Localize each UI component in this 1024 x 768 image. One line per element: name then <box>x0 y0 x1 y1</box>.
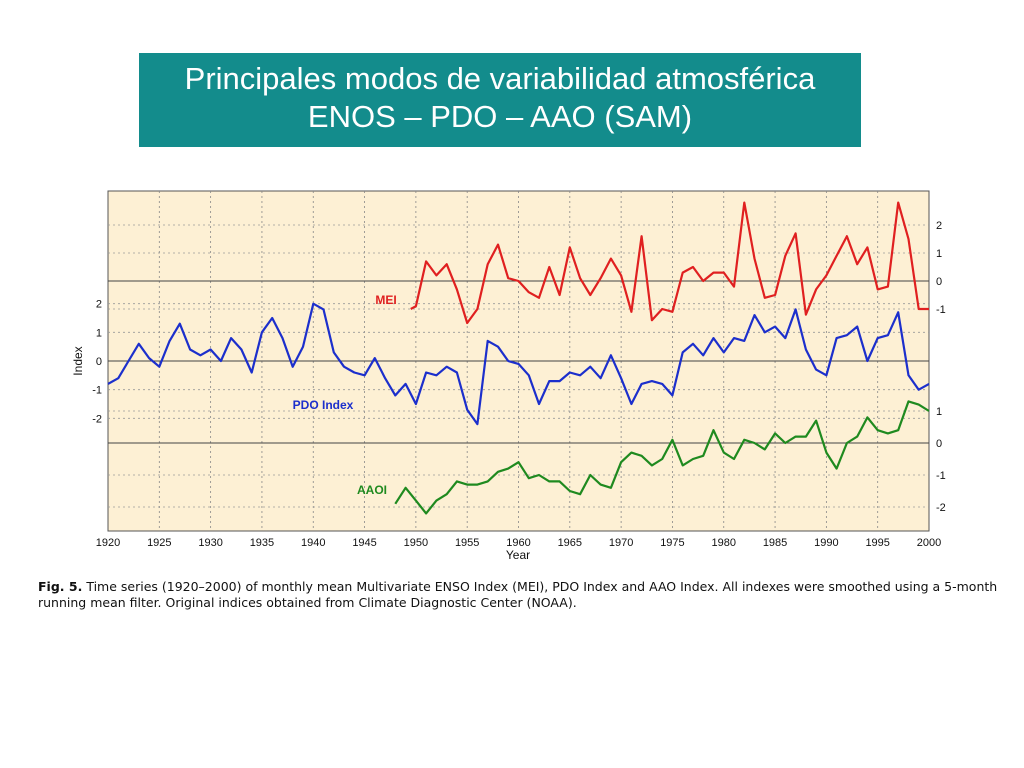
x-tick-label: 1965 <box>558 537 582 549</box>
x-tick-label: 2000 <box>917 537 941 549</box>
x-tick-label: 1960 <box>506 537 530 549</box>
x-tick-label: 1985 <box>763 537 787 549</box>
x-tick-label: 1975 <box>660 537 684 549</box>
x-tick-label: 1990 <box>814 537 838 549</box>
y-tick-label: 2 <box>96 299 102 311</box>
series-line-aaoi <box>394 400 930 515</box>
series-label-pdo-index: PDO Index <box>293 398 354 412</box>
series-lines <box>107 201 930 515</box>
x-tick-label: 1940 <box>301 537 325 549</box>
chart-svg: 1920 1925 1930 1935 1940 1945 1950 1955 1960 1965… <box>71 190 946 562</box>
y-tick-label: 1 <box>936 248 942 260</box>
x-tick-label: 1945 <box>352 537 376 549</box>
x-tick-label: 1925 <box>147 537 171 549</box>
y-tick-label: -1 <box>936 304 946 316</box>
caption-text: Time series (1920–2000) of monthly mean … <box>38 579 998 610</box>
x-tick-label: 1995 <box>865 537 889 549</box>
figure-caption: Fig. 5. Time series (1920–2000) of month… <box>38 579 998 611</box>
y-tick-label: 0 <box>96 356 102 368</box>
y-tick-label: -2 <box>936 502 946 514</box>
caption-label: Fig. 5. <box>38 579 83 594</box>
y-tick-label: -2 <box>92 413 102 425</box>
y-tick-label: 0 <box>936 438 942 450</box>
slide-title-line-2: ENOS – PDO – AAO (SAM) <box>307 99 693 134</box>
x-tick-label: 1950 <box>404 537 428 549</box>
x-tick-label: 1935 <box>250 537 274 549</box>
series-line-pdo-index <box>107 302 930 426</box>
series-labels: MEI PDO Index AAOI <box>293 293 397 497</box>
tick-labels: 1920 1925 1930 1935 1940 1945 1950 1955 1960 1965… <box>92 220 946 549</box>
y-tick-label: -1 <box>92 385 102 397</box>
y-tick-label: -1 <box>936 470 946 482</box>
x-tick-label: 1955 <box>455 537 479 549</box>
series-label-aaoi: AAOI <box>357 483 387 497</box>
slide-title-line-1: Principales modos de variabilidad atmosf… <box>184 61 816 96</box>
y-tick-label: 1 <box>936 406 942 418</box>
y-tick-label: 1 <box>96 327 102 339</box>
y-tick-label: 2 <box>936 220 942 232</box>
series-line-mei <box>410 201 929 325</box>
reference-lines <box>108 224 929 508</box>
series-label-mei: MEI <box>375 293 396 307</box>
slide-title-box: Principales modos de variabilidad atmosf… <box>139 53 861 147</box>
y-tick-label: 0 <box>936 276 942 288</box>
chart-figure: 1920 1925 1930 1935 1940 1945 1950 1955 1960 1965… <box>60 185 960 565</box>
x-tick-label: 1980 <box>712 537 736 549</box>
x-tick-label: 1920 <box>96 537 120 549</box>
x-tick-label: 1930 <box>198 537 222 549</box>
x-tick-label: 1970 <box>609 537 633 549</box>
y-axis-label: Index <box>71 346 85 375</box>
x-axis-label: Year <box>506 548 530 562</box>
